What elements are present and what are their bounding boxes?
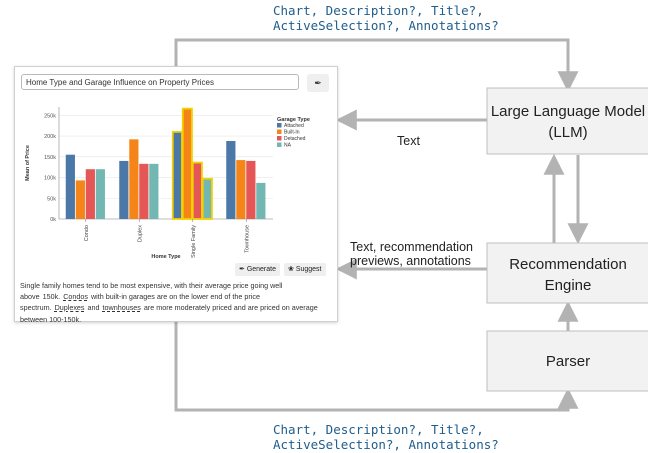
annotated-term[interactable]: townhouses	[102, 303, 141, 313]
bar[interactable]	[256, 182, 266, 219]
rec-box-line2: Engine	[545, 277, 592, 294]
y-tick-label: 250k	[44, 113, 56, 119]
chart-description: Single family homes tend to be most expe…	[20, 280, 332, 325]
description-text: and	[87, 303, 100, 313]
description-text: with built-in garages are on the lower e…	[20, 292, 260, 313]
y-tick-label: 0k	[50, 217, 56, 223]
legend-title: Garage Type	[277, 117, 310, 123]
x-tick-label: Single Family	[191, 225, 197, 258]
bottom-flow-arrow	[174, 322, 579, 412]
x-tick-label: Duplex	[137, 225, 143, 242]
parser-box-label: Parser	[546, 353, 590, 370]
rec-box-line1: Recommendation	[509, 256, 627, 273]
top-label-line1: Chart, Description?, Title?,	[273, 3, 484, 18]
bar[interactable]	[85, 169, 95, 219]
bar[interactable]	[119, 160, 129, 219]
bar[interactable]	[236, 160, 246, 219]
annotated-term[interactable]: Duplexes	[54, 303, 85, 313]
suggest-button[interactable]: ❀ Suggest	[284, 263, 326, 276]
top-flow-arrow	[174, 38, 579, 93]
feather-icon: ✒	[239, 266, 247, 273]
legend-swatch	[277, 129, 282, 134]
suggest-label: Suggest	[295, 266, 322, 273]
bar[interactable]	[191, 161, 203, 220]
legend-label: Attached	[284, 123, 304, 129]
legend-label: NA	[284, 143, 292, 149]
bottom-label-line2: ActiveSelection?, Annotations?	[273, 437, 499, 452]
legend-swatch	[277, 142, 282, 147]
description-text: Single family homes tend to be most expe…	[20, 281, 283, 302]
bar[interactable]	[171, 130, 183, 220]
bar[interactable]	[201, 177, 213, 220]
llm-box-line1: Large Language Model	[491, 103, 645, 120]
feather-icon: ✒	[314, 78, 322, 88]
y-tick-label: 150k	[44, 155, 56, 161]
text-arrow-label: Text	[397, 134, 420, 148]
x-tick-label: Townhouse	[244, 225, 250, 253]
y-tick-label: 200k	[44, 134, 56, 140]
rec-arrow-label-line2: previews, annotations	[350, 254, 471, 268]
bar-chart: 0k 50k 100k 150k 200k 250k Condo Duplex Single F…	[25, 107, 310, 260]
x-axis-title: Home Type	[151, 254, 180, 260]
bar[interactable]	[65, 154, 75, 219]
legend-label: Built-In	[284, 130, 300, 136]
chart-title-input[interactable]: Home Type and Garage Influence on Proper…	[21, 74, 299, 90]
y-tick-label: 100k	[44, 176, 56, 182]
chart-editor-panel: Home Type and Garage Influence on Proper…	[14, 66, 338, 325]
llm-box	[486, 87, 648, 155]
top-label-line2: ActiveSelection?, Annotations?	[273, 18, 499, 33]
bar[interactable]	[149, 163, 159, 219]
bottom-label-line1: Chart, Description?, Title?,	[273, 422, 484, 437]
y-tick-label: 50k	[47, 196, 56, 202]
annotated-term[interactable]: Condos	[63, 292, 88, 302]
llm-box-line2: (LLM)	[548, 124, 587, 141]
rec-arrow-label-line1: Text, recommendation	[350, 240, 473, 254]
bar[interactable]	[181, 107, 193, 220]
generate-button[interactable]: ✒ Generate	[235, 263, 280, 276]
legend-swatch	[277, 123, 282, 128]
legend-label: Detached	[284, 136, 306, 142]
bar[interactable]	[139, 163, 149, 219]
bar[interactable]	[246, 160, 256, 219]
generate-label: Generate	[246, 266, 276, 273]
bar[interactable]	[129, 139, 139, 219]
parser-box	[486, 330, 648, 392]
description-text: 150k.	[42, 292, 61, 302]
description-text: are more moderately priced and are price…	[20, 303, 318, 324]
y-axis-title: Mean of Price	[25, 145, 31, 181]
x-tick-label: Condo	[84, 225, 90, 241]
generate-title-button[interactable]: ✒	[307, 74, 329, 92]
recommendation-engine-box	[486, 242, 648, 304]
lightbulb-icon: ❀	[288, 266, 296, 273]
bar[interactable]	[95, 169, 105, 219]
legend-swatch	[277, 136, 282, 141]
bar[interactable]	[226, 141, 236, 219]
bar[interactable]	[75, 180, 85, 219]
